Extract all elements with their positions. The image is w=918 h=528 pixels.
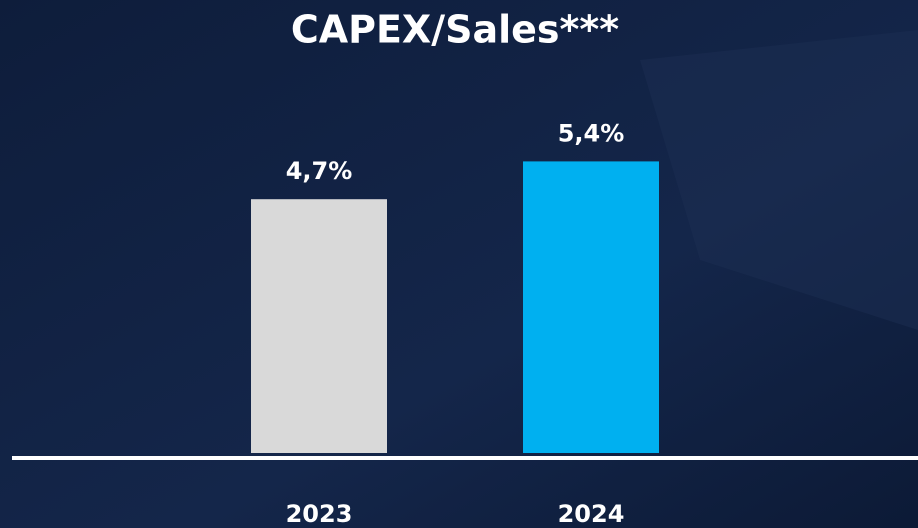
chart-title: CAPEX/Sales*** <box>291 8 619 52</box>
x-tick-label: 2024 <box>558 500 625 528</box>
value-label: 4,7% <box>286 157 353 185</box>
bar <box>251 199 387 453</box>
background-shape <box>640 30 918 330</box>
bar <box>523 161 659 453</box>
value-label: 5,4% <box>558 119 625 147</box>
x-tick-label: 2023 <box>286 500 353 528</box>
